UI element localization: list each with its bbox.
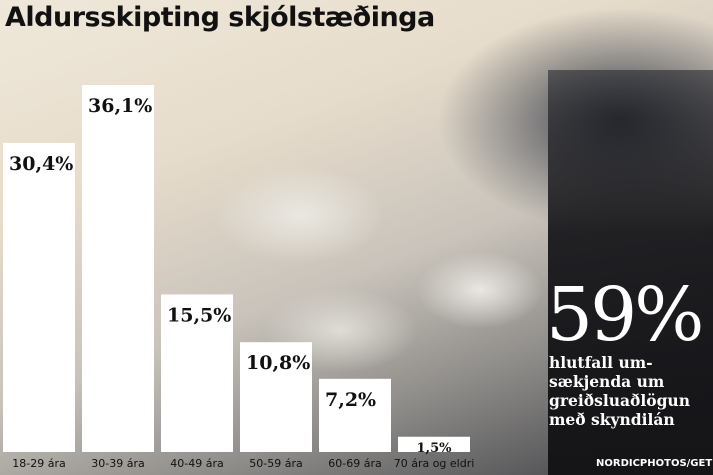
category-label: 60-69 ára: [328, 457, 381, 470]
chart-title: Aldursskipting skjólstæðinga: [5, 2, 435, 33]
bar: [82, 85, 154, 452]
category-label: 30-39 ára: [91, 457, 144, 470]
bar-value-label: 15,5%: [167, 304, 231, 326]
bar-value-label: 10,8%: [246, 352, 310, 374]
caption-line: með skyndilán: [549, 410, 675, 429]
bar: [240, 342, 312, 452]
bar-value-label: 30,4%: [9, 153, 73, 175]
category-label: 70 ára og eldri: [394, 457, 475, 470]
category-label: 40-49 ára: [170, 457, 223, 470]
bar: [398, 436, 470, 452]
highlight-value: 59%: [546, 272, 704, 358]
category-label: 18-29 ára: [12, 457, 65, 470]
caption-line: sækjenda um: [549, 372, 665, 391]
bar: [161, 294, 233, 452]
highlight-caption: hlutfall um- sækjenda um greiðsluaðlögun…: [549, 353, 709, 429]
bar-value-label: 1,5%: [417, 441, 453, 456]
dark-overlay-panel: [548, 70, 713, 475]
category-label: 50-59 ára: [249, 457, 302, 470]
bar: [319, 378, 391, 452]
caption-line: greiðsluaðlögun: [549, 391, 690, 410]
bar-value-label: 7,2%: [325, 389, 376, 411]
caption-line: hlutfall um-: [549, 353, 653, 372]
photo-credit: NORDICPHOTOS/GET: [596, 458, 713, 469]
bar-value-label: 36,1%: [88, 95, 152, 117]
bar: [3, 142, 75, 452]
